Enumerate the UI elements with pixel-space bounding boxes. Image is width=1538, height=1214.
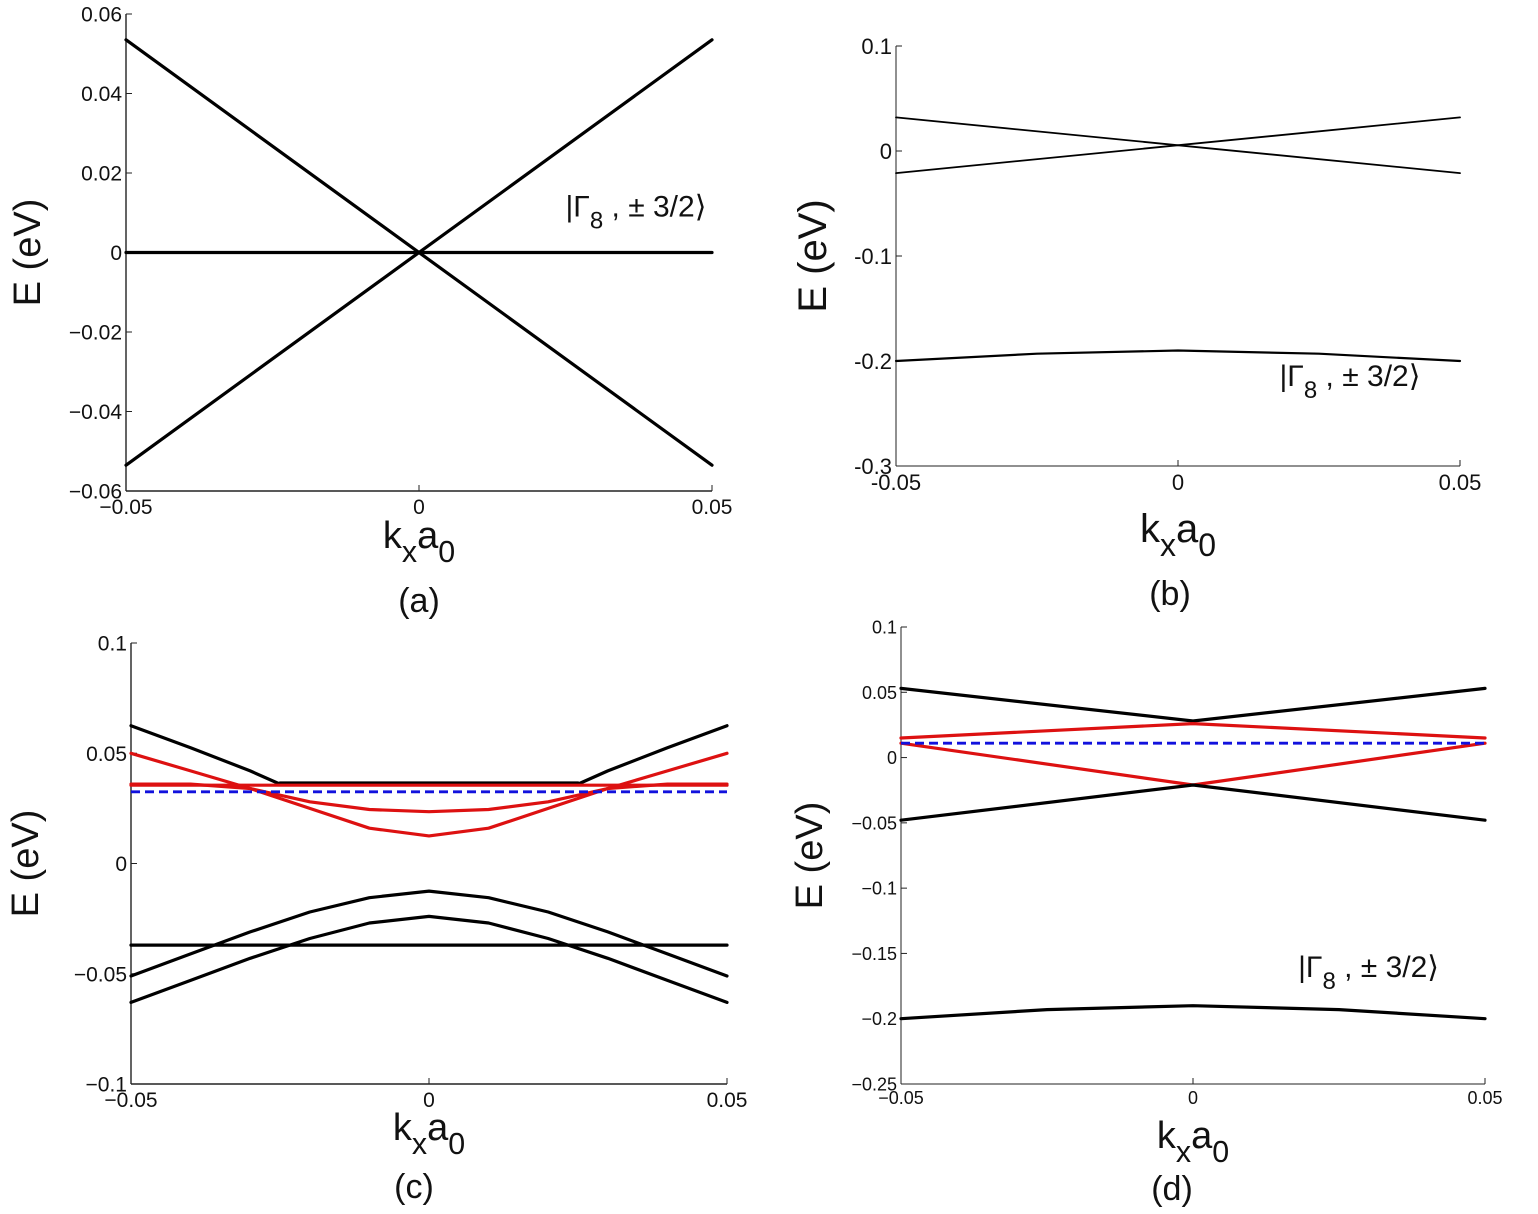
x-label-k: k [1157,1115,1177,1157]
x-tick-label: 0.05 [1467,1088,1502,1108]
x-label-sub-x: x [1160,527,1176,563]
x-tick-label: 0.05 [707,1089,748,1112]
y-tick-label: −0.2 [861,1009,897,1029]
y-tick-label: 0.02 [81,163,122,186]
y-tick-label: -0.3 [854,454,892,479]
panel-a: 0.06 0.04 0.02 0 −0.02 −0.04 −0.06−0.05 0 0.05 |Γ… [7,4,732,620]
y-tick-label: 0 [887,748,897,768]
y-tick-label: 0.05 [862,683,897,703]
x-tick-label: 0.05 [692,496,733,519]
x-tick-label: 0.05 [1439,470,1482,495]
x-label-k: k [1140,507,1161,551]
x-label-sub-0: 0 [448,1127,465,1161]
y-tick-label: 0.04 [81,83,122,106]
x-label-a: a [417,515,439,557]
y-tick-label: −0.05 [74,963,127,986]
x-label-sub-x: x [402,535,417,569]
y-tick-label: 0 [115,853,127,876]
panel-c: 0.10.050−0.05−0.1−0.05 0 0.05E (eV)kxa0(c) [5,633,747,1206]
y-tick-label: −0.1 [86,1074,127,1097]
annotation-main: |Γ [566,191,590,224]
annotation-main: |Γ [1280,360,1304,393]
y-axis-label: E (eV) [5,810,47,918]
series-line-red-1 [899,721,1487,740]
x-tick-label: -0.05 [871,470,921,495]
y-axis-label: E (eV) [7,199,49,307]
x-label-sub-0: 0 [1212,1135,1229,1169]
y-tick-label: 0.1 [872,617,897,637]
y-tick-label: −0.02 [69,322,122,345]
x-tick-label: −0.05 [104,1089,157,1112]
panel-caption: (a) [398,582,440,620]
y-tick-label: −0.04 [69,401,122,424]
y-tick-label: −0.15 [851,944,897,964]
annotation-rest: , ± 3/2⟩ [1317,360,1420,393]
x-tick-label: 0 [413,496,425,519]
y-tick-label: −0.1 [861,879,897,899]
x-tick-label: 0 [423,1089,435,1112]
y-tick-label: 0.05 [86,743,127,766]
series-line--8-3-2 [899,1004,1487,1021]
y-tick-label: -0.2 [854,349,892,374]
series-line-band2 [895,116,1461,175]
panel-d: 0.10.050−0.05−0.1−0.15−0.2−0.25−0.05 0 0.0… [789,617,1503,1208]
x-axis-label: kxa0 [383,515,455,569]
x-axis-label: kxa0 [1140,507,1216,563]
annotation-sub: 8 [1304,377,1317,404]
panel-caption: (d) [1151,1170,1193,1208]
x-axis-label: kxa0 [1157,1115,1229,1169]
x-tick-label: 0 [1188,1088,1198,1108]
panel-b: 0.1 0 -0.1 -0.2 -0.3-0.05 0 0.05 |Γ8 , ± 3/2⟩ E … [791,34,1481,613]
series-line--8-3-2 [894,349,1462,363]
series-line-val-2 [129,914,729,1005]
y-tick-label: −0.25 [851,1074,897,1094]
series-line-val-1 [899,783,1487,822]
series-line-red-2 [899,741,1487,787]
x-label-sub-0: 0 [1198,527,1216,563]
annotation-rest: , ± 3/2⟩ [603,191,706,224]
x-label-sub-x: x [412,1127,427,1161]
panel-caption: (b) [1149,575,1191,613]
y-tick-label: 0 [880,139,892,164]
y-tick-label: 0 [110,242,122,265]
y-tick-label: −0.05 [851,813,897,833]
x-label-a: a [427,1107,449,1149]
series-line-red-2 [129,782,729,838]
y-tick-label: 0.06 [81,4,122,27]
band-annotation: |Γ8 , ± 3/2⟩ [566,191,707,235]
annotation-sub: 8 [1322,968,1335,995]
annotation-sub: 8 [590,208,603,235]
y-axis-label: E (eV) [789,802,831,910]
panel-caption: (c) [394,1168,434,1206]
y-tick-label: -0.1 [854,244,892,269]
band-annotation: |Γ8 , ± 3/2⟩ [1298,951,1439,995]
series-line-val-1 [129,889,729,978]
y-axis-label: E (eV) [791,199,835,312]
series-line-cond-1 [129,724,729,786]
x-tick-label: 0 [1172,470,1184,495]
y-tick-label: −0.06 [69,481,122,504]
x-label-a: a [1176,507,1199,551]
annotation-rest: , ± 3/2⟩ [1336,951,1439,984]
x-tick-label: −0.05 [878,1088,924,1108]
band-annotation: |Γ8 , ± 3/2⟩ [1280,360,1421,404]
x-tick-label: −0.05 [99,496,152,519]
series-line-cond-1 [899,686,1487,723]
x-label-a: a [1191,1115,1213,1157]
y-tick-label: 0.1 [98,633,127,656]
x-label-sub-0: 0 [438,535,455,569]
x-axis-label: kxa0 [393,1107,465,1161]
y-tick-label: 0.1 [861,34,892,59]
x-label-sub-x: x [1176,1135,1191,1169]
annotation-main: |Γ [1298,951,1322,984]
x-label-k: k [383,515,403,557]
series-line-red-1 [129,751,729,814]
x-label-k: k [393,1107,413,1149]
